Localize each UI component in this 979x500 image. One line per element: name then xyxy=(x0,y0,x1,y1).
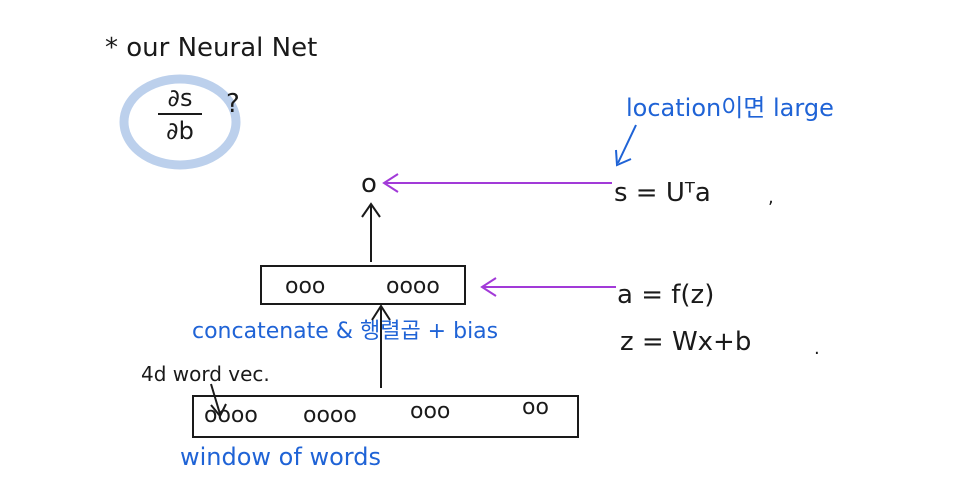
question-mark: ? xyxy=(226,89,240,119)
diagram-title: * our Neural Net xyxy=(105,33,317,63)
score-note-arrow xyxy=(617,124,637,164)
input-vector-1: oooo xyxy=(204,403,258,428)
derivative-numerator: ∂s xyxy=(168,84,193,112)
linear-equation: z = Wx+b xyxy=(620,327,751,357)
score-note-arrowhead xyxy=(615,149,632,167)
hidden-note: concatenate & 행렬곱 + bias xyxy=(192,319,498,344)
hidden-unit-group-2: oooo xyxy=(386,274,440,299)
score-note: location이면 large xyxy=(626,94,834,122)
score-dot: , xyxy=(768,187,774,208)
input-vector-2: oooo xyxy=(303,403,357,428)
input-note-arrowhead xyxy=(210,403,227,418)
input-label: window of words xyxy=(180,443,381,471)
hidden-unit-group-1: ooo xyxy=(285,274,325,299)
activation-equation: a = f(z) xyxy=(617,280,714,310)
partial-derivative: ∂s ∂b xyxy=(158,84,202,145)
output-node: o xyxy=(361,169,377,199)
input-note: 4d word vec. xyxy=(141,362,270,386)
linear-dot: . xyxy=(814,338,820,359)
score-arrowhead xyxy=(382,173,399,193)
input-note-arrow xyxy=(210,383,221,415)
input-vector-4: oo xyxy=(522,395,549,420)
derivative-denominator: ∂b xyxy=(166,117,194,145)
hidden-layer-box xyxy=(260,265,466,305)
highlight-ellipse xyxy=(119,74,241,170)
hidden-to-output-arrowhead xyxy=(361,202,381,218)
input-vector-3: ooo xyxy=(410,399,450,424)
input-to-hidden-arrowhead xyxy=(371,304,391,321)
input-layer-box xyxy=(192,395,579,438)
activation-arrowhead xyxy=(480,277,497,297)
score-equation: s = Uᵀa xyxy=(614,178,711,208)
